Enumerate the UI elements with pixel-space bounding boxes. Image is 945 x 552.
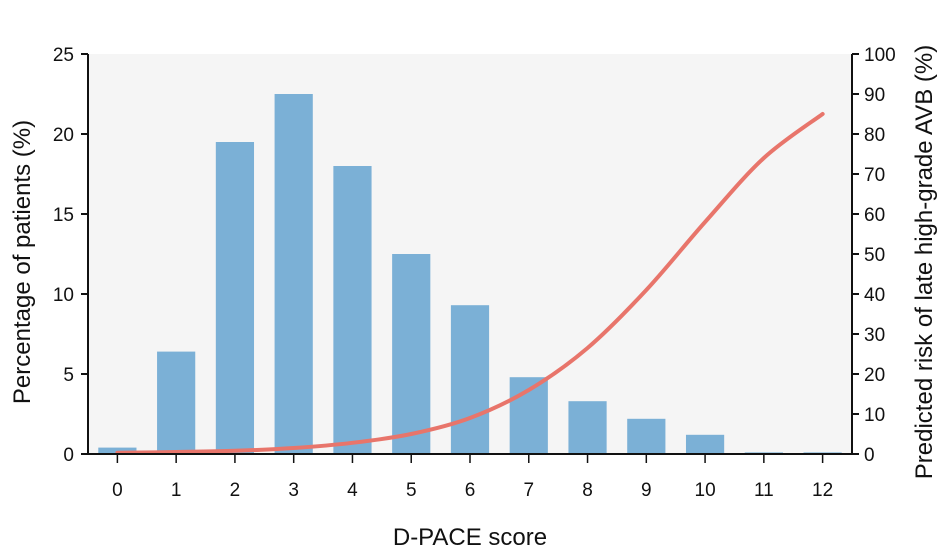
x-tick-label-1: 1 — [171, 480, 182, 501]
bar-3 — [274, 94, 313, 454]
x-tick-label-12: 12 — [812, 480, 833, 501]
y2-tick-label-100: 100 — [864, 45, 896, 66]
y-tick-label-25: 25 — [53, 45, 74, 66]
y2-tick-label-10: 10 — [864, 405, 885, 426]
bar-9 — [627, 418, 666, 454]
y2-tick-label-20: 20 — [864, 365, 885, 386]
y2-tick-label-0: 0 — [864, 445, 875, 466]
y2-tick-label-80: 80 — [864, 125, 885, 146]
x-tick-label-3: 3 — [288, 480, 299, 501]
bar-1 — [157, 351, 196, 454]
bars-group — [98, 94, 842, 454]
bar-6 — [450, 305, 490, 454]
x-tick-label-0: 0 — [112, 480, 123, 501]
bar-4 — [333, 166, 372, 454]
x-tick-label-11: 11 — [754, 480, 774, 501]
y-tick-label-0: 0 — [63, 445, 74, 466]
y-axis-title: Percentage of patients (%) — [9, 120, 36, 404]
y2-axis-title: Predicted risk of late high-grade AVB (%… — [911, 45, 938, 479]
x-tick-label-9: 9 — [641, 480, 652, 501]
x-tick-label-4: 4 — [347, 480, 358, 501]
bar-2 — [215, 142, 255, 454]
x-tick-label-8: 8 — [582, 480, 593, 501]
y-tick-label-5: 5 — [63, 365, 74, 386]
x-tick-label-7: 7 — [523, 480, 534, 501]
y-tick-label-15: 15 — [53, 205, 74, 226]
y2-tick-label-30: 30 — [864, 325, 885, 346]
x-axis-title: D-PACE score — [393, 524, 547, 551]
y-tick-label-10: 10 — [53, 285, 74, 306]
y2-tick-label-40: 40 — [864, 285, 885, 306]
x-tick-label-2: 2 — [230, 480, 241, 501]
x-tick-label-5: 5 — [406, 480, 417, 501]
bar-5 — [392, 254, 431, 454]
x-tick-label-6: 6 — [465, 480, 476, 501]
y2-tick-label-70: 70 — [864, 165, 885, 186]
bar-10 — [685, 434, 725, 454]
y2-tick-label-90: 90 — [864, 85, 885, 106]
y2-tick-label-60: 60 — [864, 205, 885, 226]
x-tick-label-10: 10 — [695, 480, 716, 501]
bar-8 — [568, 401, 607, 454]
risk-curve-line — [115, 112, 825, 455]
y-tick-label-20: 20 — [53, 125, 74, 146]
y2-tick-label-50: 50 — [864, 245, 885, 266]
